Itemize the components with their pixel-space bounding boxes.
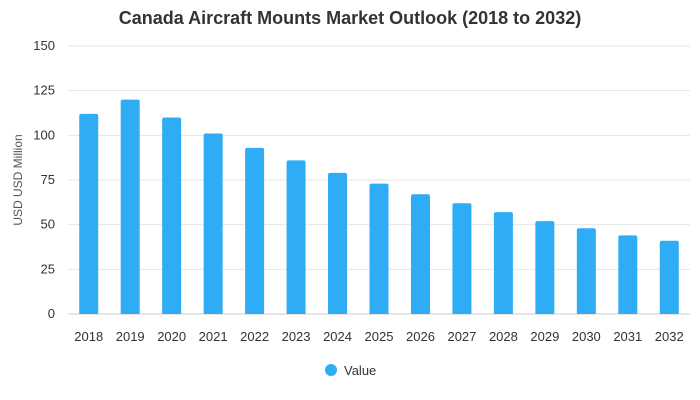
- chart-title: Canada Aircraft Mounts Market Outlook (2…: [118, 8, 582, 28]
- bar-2029[interactable]: [535, 221, 555, 314]
- y-tick-label: 150: [33, 38, 55, 53]
- x-tick-label: 2027: [447, 329, 476, 344]
- bar-2021[interactable]: [203, 133, 223, 314]
- bar-2027[interactable]: [452, 203, 472, 314]
- x-tick-label: 2031: [613, 329, 642, 344]
- legend[interactable]: Value: [325, 363, 376, 378]
- x-tick-label: 2024: [323, 329, 352, 344]
- x-tick-label: 2023: [282, 329, 311, 344]
- y-axis-title: USD USD Million: [11, 134, 25, 225]
- y-tick-label: 25: [41, 261, 55, 276]
- bar-2019[interactable]: [120, 99, 140, 314]
- bar-2022[interactable]: [245, 147, 265, 314]
- x-tick-label: 2019: [116, 329, 145, 344]
- x-tick-label: 2025: [365, 329, 394, 344]
- bar-2023[interactable]: [286, 160, 306, 314]
- bar-2032[interactable]: [659, 240, 679, 314]
- bar-2018[interactable]: [79, 113, 99, 314]
- bar-2031[interactable]: [618, 235, 638, 314]
- y-tick-label: 100: [33, 127, 55, 142]
- x-tick-label: 2032: [655, 329, 684, 344]
- bar-layer: [79, 99, 679, 314]
- x-tick-label: 2026: [406, 329, 435, 344]
- y-tick-label: 125: [33, 83, 55, 98]
- x-tick-label: 2020: [157, 329, 186, 344]
- x-tick-label: 2021: [199, 329, 228, 344]
- legend-marker: [325, 364, 337, 376]
- x-tick-label: 2028: [489, 329, 518, 344]
- bar-2020[interactable]: [162, 117, 182, 314]
- x-tick-label: 2018: [74, 329, 103, 344]
- x-tick-label: 2022: [240, 329, 269, 344]
- bar-2024[interactable]: [328, 172, 348, 314]
- bar-2028[interactable]: [493, 212, 513, 314]
- bar-2025[interactable]: [369, 183, 389, 314]
- x-tick-label: 2029: [530, 329, 559, 344]
- x-tick-label: 2030: [572, 329, 601, 344]
- bar-2030[interactable]: [576, 228, 596, 314]
- legend-label: Value: [344, 363, 376, 378]
- y-tick-label: 50: [41, 217, 55, 232]
- axis-layer: 0 25 50 75 100 125 150 2018 2019 2020 2021 2022 2023…: [33, 38, 683, 344]
- y-tick-label: 75: [41, 172, 55, 187]
- bar-2026[interactable]: [410, 194, 430, 314]
- y-tick-label: 0: [48, 306, 55, 321]
